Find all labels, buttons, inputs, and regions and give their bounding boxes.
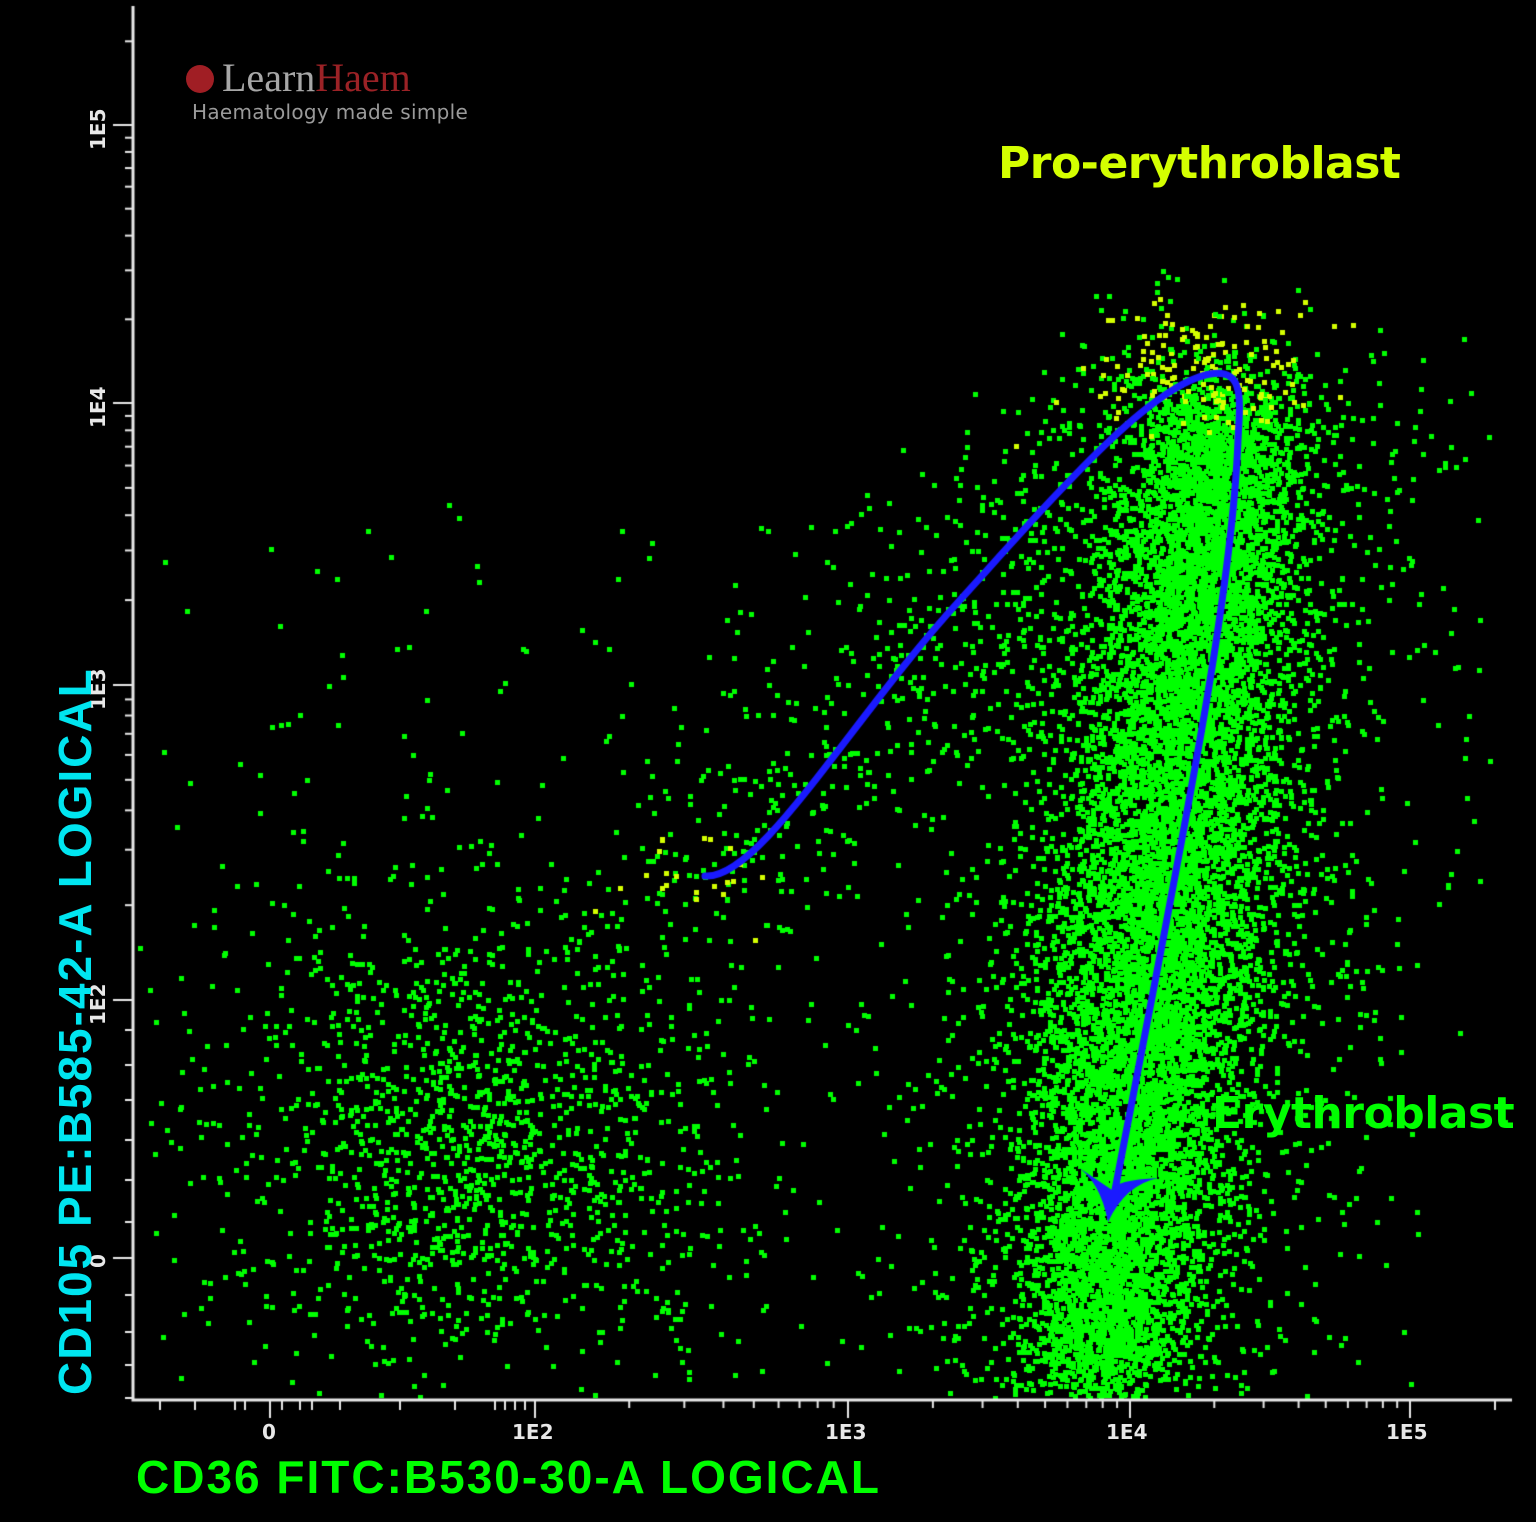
x-tick-label: 1E4 bbox=[1106, 1420, 1148, 1444]
x-tick-label: 0 bbox=[262, 1420, 276, 1444]
y-axis-title: CD105 PE:B585-42-A LOGICAL bbox=[49, 667, 101, 1395]
logo-tagline: Haematology made simple bbox=[192, 100, 469, 124]
x-tick-label: 1E3 bbox=[825, 1420, 867, 1444]
logo-brand-haem: Haem bbox=[315, 55, 411, 100]
logo-circle-icon bbox=[186, 64, 214, 93]
learnhaem-logo: LearnHaem Haematology made simple bbox=[186, 56, 468, 124]
x-tick-label: 1E5 bbox=[1386, 1420, 1428, 1444]
y-tick-label: 1E5 bbox=[86, 108, 110, 151]
y-tick-label: 1E4 bbox=[86, 386, 110, 429]
logo-brand-learn: Learn bbox=[222, 55, 316, 100]
erythroblast-label: Erythroblast bbox=[1212, 1088, 1515, 1139]
x-tick-label: 1E2 bbox=[512, 1420, 554, 1444]
pro-erythroblast-label: Pro-erythroblast bbox=[998, 138, 1401, 189]
x-axis-title: CD36 FITC:B530-30-A LOGICAL bbox=[136, 1451, 881, 1503]
